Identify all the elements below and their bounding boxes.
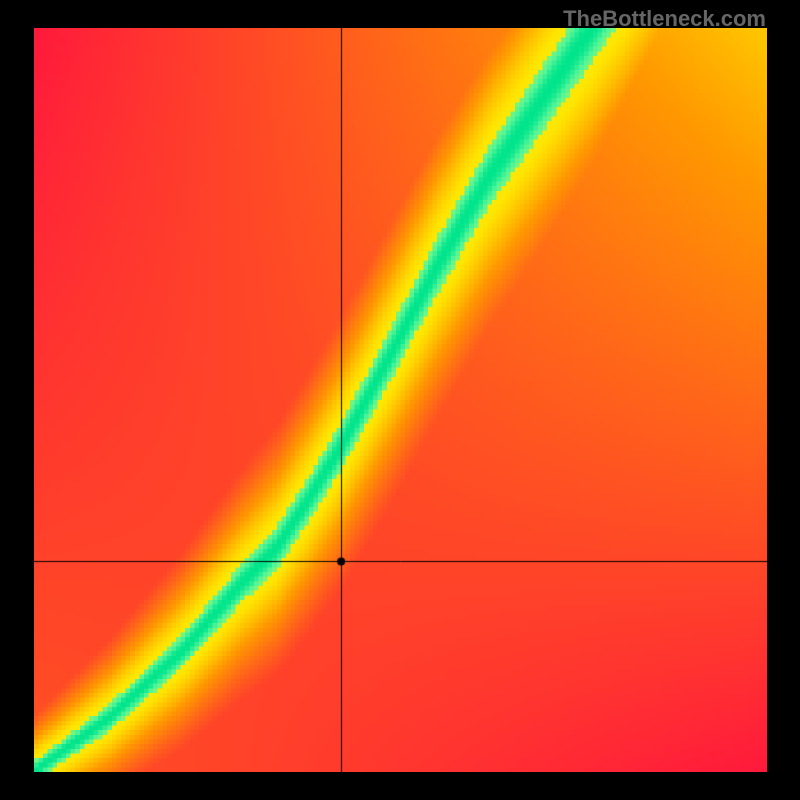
watermark-text: TheBottleneck.com bbox=[563, 6, 766, 32]
crosshair-overlay bbox=[34, 28, 767, 772]
